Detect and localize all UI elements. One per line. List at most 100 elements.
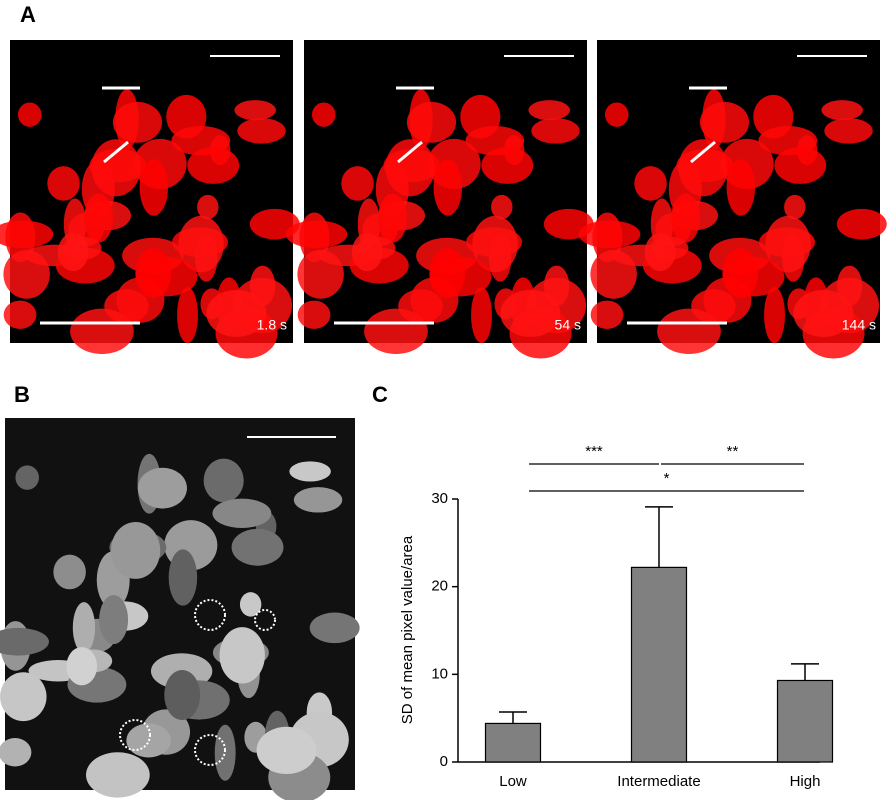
cell — [0, 738, 32, 767]
cell — [214, 724, 236, 781]
cell — [491, 194, 513, 220]
cell — [378, 193, 408, 243]
cell — [219, 627, 265, 684]
cell — [406, 101, 457, 143]
cell — [135, 248, 172, 299]
timestamp: 144 s — [842, 317, 876, 333]
cell — [15, 465, 39, 490]
cell — [531, 118, 580, 144]
cell — [203, 458, 244, 503]
cell — [836, 208, 887, 240]
cell — [481, 146, 534, 184]
outline — [254, 609, 276, 631]
cell — [285, 220, 348, 249]
cell — [3, 300, 37, 330]
arrow — [690, 140, 716, 164]
arrow — [103, 140, 129, 164]
cell — [178, 215, 224, 273]
cell — [385, 139, 435, 197]
cell — [99, 595, 129, 645]
bar — [484, 722, 542, 763]
cell — [364, 308, 428, 354]
cell — [722, 248, 759, 299]
cell — [168, 549, 198, 606]
y-tick-label: 20 — [431, 578, 448, 595]
cell — [212, 498, 272, 529]
cell — [309, 612, 360, 644]
cell — [699, 101, 750, 143]
cell — [528, 100, 570, 121]
cell — [85, 752, 150, 798]
cell — [91, 139, 141, 197]
cell — [139, 159, 169, 216]
cell — [678, 139, 728, 197]
panel-label: C — [372, 382, 388, 407]
significance-label: ** — [727, 443, 739, 460]
bar — [776, 679, 834, 763]
y-axis-label: SD of mean pixel value/area — [399, 535, 416, 724]
cell — [110, 521, 161, 579]
outline — [194, 734, 226, 766]
cell — [644, 232, 676, 272]
significance-label: * — [664, 470, 670, 487]
cell — [3, 249, 50, 299]
panel-label: B — [14, 382, 30, 407]
cell — [17, 102, 42, 127]
cell — [297, 300, 331, 330]
cell — [137, 467, 187, 509]
cell — [500, 289, 561, 338]
cell — [671, 193, 701, 243]
cell — [472, 215, 518, 273]
cell — [578, 220, 641, 249]
cell — [47, 166, 80, 201]
cell — [590, 300, 624, 330]
cell — [341, 166, 374, 201]
x-tick-label: Low — [499, 773, 527, 790]
cell — [256, 726, 317, 775]
micrographs — [0, 40, 887, 803]
cell — [57, 232, 89, 272]
cell — [177, 287, 198, 344]
cell — [433, 159, 463, 216]
cell — [297, 249, 344, 299]
cell — [206, 289, 267, 338]
cell — [0, 220, 54, 249]
timestamp: 54 s — [555, 317, 581, 333]
cell — [289, 461, 331, 482]
cell — [239, 592, 262, 617]
cell — [311, 102, 336, 127]
cell — [793, 289, 854, 338]
significance-label: *** — [585, 443, 603, 460]
cell — [112, 101, 163, 143]
cell — [164, 669, 201, 721]
cell — [0, 627, 49, 656]
cell — [66, 647, 98, 686]
cell — [471, 287, 492, 344]
cell — [657, 308, 721, 354]
cell — [237, 118, 286, 144]
arrow — [397, 140, 423, 164]
cell — [187, 146, 240, 184]
cell — [231, 528, 284, 566]
cell — [0, 672, 47, 722]
cell — [53, 554, 86, 590]
cell — [351, 232, 383, 272]
outline — [194, 599, 226, 631]
panel-label: A — [20, 2, 36, 27]
cell — [821, 100, 863, 121]
timestamp: 1.8 s — [257, 317, 287, 333]
cell — [429, 248, 466, 299]
cell — [590, 249, 637, 299]
cell — [726, 159, 756, 216]
cell — [604, 102, 629, 127]
y-tick-label: 0 — [440, 753, 448, 770]
y-tick-label: 30 — [431, 490, 448, 507]
outline — [119, 719, 151, 751]
cell — [197, 194, 219, 220]
bar — [630, 566, 688, 763]
cell — [72, 602, 96, 653]
cell — [70, 308, 134, 354]
cell — [634, 166, 667, 201]
cell — [293, 487, 343, 513]
